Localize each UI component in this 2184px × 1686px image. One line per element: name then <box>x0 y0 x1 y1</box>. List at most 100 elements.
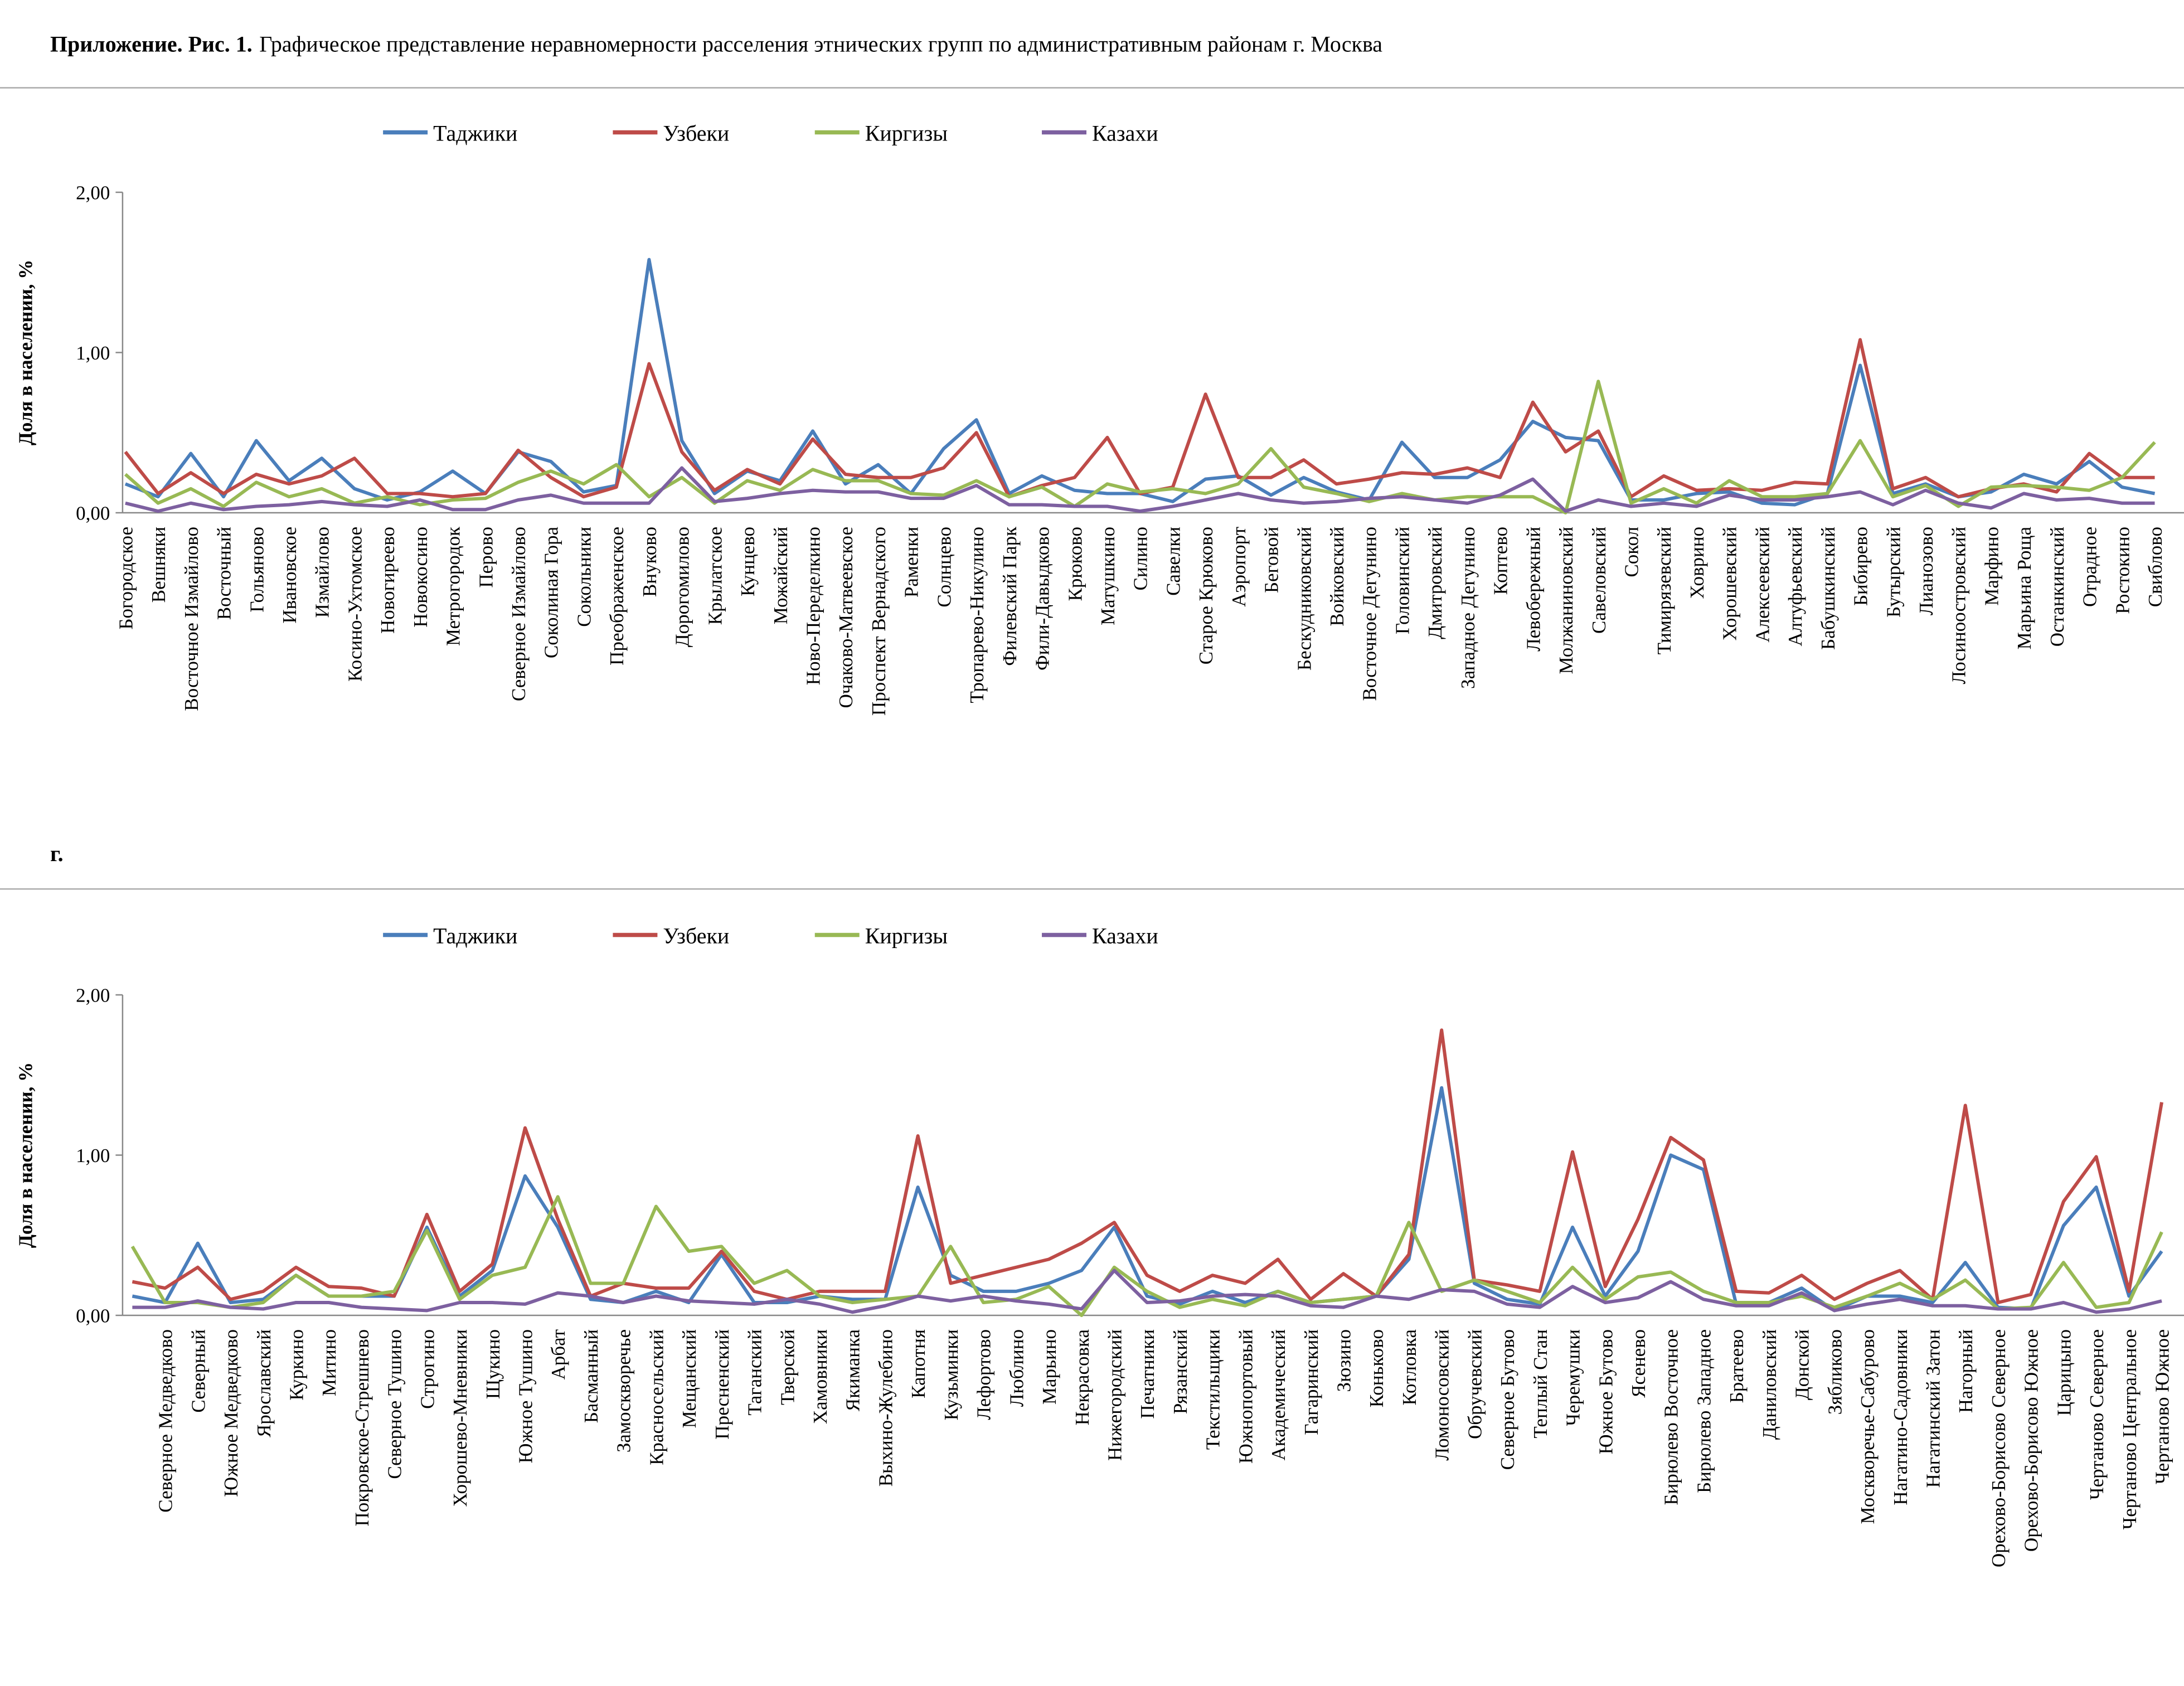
y-tick-label: 2,00 <box>76 182 110 203</box>
x-tick-label: Красносельский <box>646 1329 667 1465</box>
x-tick-label: Останкинский <box>2046 527 2068 647</box>
x-tick-label: Братеево <box>1726 1329 1748 1403</box>
series-line <box>124 380 2156 514</box>
x-tick-label: Арбат <box>547 1329 569 1379</box>
x-tick-label: Южное Тушино <box>515 1329 537 1464</box>
x-tick-label: Тимирязевский <box>1653 527 1675 654</box>
x-tick-label: Ломоносовский <box>1431 1329 1453 1461</box>
x-tick-label: Хамовники <box>809 1329 831 1424</box>
x-tick-label: Новогиреево <box>377 527 399 634</box>
chart: 0,00 1,00 2,00 Доля в населении, % Северное … <box>14 923 2184 1567</box>
x-tick-label: Южное Медведково <box>220 1329 242 1497</box>
x-tick-label: Соколиная Гора <box>541 527 562 659</box>
x-tick-label: Гагаринский <box>1300 1329 1322 1435</box>
y-tick-label: 0,00 <box>76 1305 110 1327</box>
x-tick-label: Царицыно <box>2053 1329 2075 1416</box>
x-tick-label: Орехово-Борисово Северное <box>1988 1329 2010 1567</box>
x-tick-label: Перово <box>475 527 497 588</box>
x-tick-label: Печатники <box>1137 1329 1158 1419</box>
x-tick-label: Молжаниновский <box>1555 527 1577 674</box>
x-tick-label: Северное Измайлово <box>508 527 530 701</box>
x-tick-label: Чертаново Южное <box>2152 1329 2173 1484</box>
x-tick-label: Обручевский <box>1464 1329 1486 1439</box>
x-tick-label: Нагатинский Затон <box>1922 1329 1944 1488</box>
x-tick-label: Аэропорт <box>1228 527 1250 607</box>
x-tick-label: Рязанский <box>1169 1329 1191 1414</box>
x-tick-label: Черемушки <box>1562 1329 1584 1426</box>
x-tick-label: Орехово-Борисово Южное <box>2021 1329 2042 1552</box>
x-tick-label: Кузьминки <box>940 1329 962 1420</box>
x-tick-label: Бескудниковский <box>1293 527 1315 670</box>
x-tick-label: Зюзино <box>1333 1329 1355 1392</box>
x-tick-label: Матушкино <box>1097 527 1119 625</box>
x-tick-label: Отрадное <box>2079 527 2101 607</box>
x-tick-label: Хорошевский <box>1719 527 1741 640</box>
legend-label: Киргизы <box>865 923 948 948</box>
x-tick-label: Даниловский <box>1759 1329 1780 1440</box>
y-tick-label: 1,00 <box>76 1145 110 1167</box>
x-tick-label: Старое Крюково <box>1195 527 1217 664</box>
caption: Приложение. Рис. 1. Графическое представл… <box>50 31 1382 56</box>
x-tick-label: Бутырский <box>1882 527 1904 618</box>
x-tick-label: Текстильщики <box>1202 1329 1224 1450</box>
x-tick-label: Коптево <box>1490 527 1512 595</box>
x-tick-label: Беговой <box>1261 527 1283 593</box>
x-tick-label: Ярославский <box>253 1329 275 1437</box>
x-tick-label: Левобережный <box>1522 527 1544 652</box>
x-tick-label: Савеловский <box>1588 527 1610 634</box>
x-tick-label: Бибирево <box>1850 527 1872 606</box>
x-tick-label: Крюково <box>1064 527 1086 601</box>
x-tick-label: Раменки <box>901 527 923 597</box>
y-axis-title: Доля в населении, % <box>14 260 36 445</box>
x-tick-label: Восточное Дегунино <box>1359 527 1381 701</box>
x-tick-label: Свиблово <box>2144 527 2166 607</box>
x-tick-label: Проспект Вернадского <box>868 527 890 716</box>
x-tick-label: Фили-Давыдково <box>1032 527 1054 670</box>
series-line <box>124 338 2155 499</box>
legend-label: Узбеки <box>663 120 729 145</box>
x-tick-label: Солнцево <box>933 527 955 608</box>
x-tick-label: Южнопортовый <box>1235 1329 1256 1464</box>
legend-label: Таджики <box>433 120 517 145</box>
x-tick-label: Пресненский <box>711 1329 733 1440</box>
x-tick-label: Восточный <box>213 527 235 620</box>
x-tick-label: Ясенево <box>1628 1329 1649 1398</box>
x-tick-label: Измайлово <box>312 527 333 618</box>
x-tick-label: Ново-Переделкино <box>803 527 824 685</box>
x-tick-label: Митино <box>318 1329 340 1396</box>
x-tick-label: Гольяново <box>246 527 268 613</box>
x-tick-label: Чертаново Центральное <box>2119 1329 2141 1530</box>
fragment: г. <box>50 841 64 866</box>
x-tick-label: Бабушкинский <box>1817 527 1839 650</box>
x-tick-label: Тропарево-Никулино <box>966 527 988 703</box>
x-tick-label: Дмитровский <box>1424 527 1446 639</box>
y-tick-label: 1,00 <box>76 342 110 364</box>
x-tick-label: Восточное Измайлово <box>181 527 202 711</box>
x-tick-label: Алексеевский <box>1751 527 1773 643</box>
x-tick-label: Куркино <box>285 1329 307 1401</box>
x-tick-label: Богородское <box>115 527 137 630</box>
x-tick-label: Москворечье-Сабурово <box>1857 1329 1879 1524</box>
x-tick-label: Кунцево <box>737 527 759 596</box>
x-tick-label: Бирюлево Западное <box>1693 1329 1715 1493</box>
x-tick-label: Очаково-Матвеевское <box>835 527 857 708</box>
y-tick-label: 2,00 <box>76 984 110 1006</box>
x-tick-label: Войковский <box>1326 527 1348 626</box>
x-tick-label: Люблино <box>1006 1329 1027 1407</box>
x-tick-label: Мещанский <box>678 1329 700 1428</box>
series-line <box>132 1028 2163 1304</box>
x-tick-label: Косино-Ухтомское <box>344 527 366 682</box>
x-tick-label: Капотня <box>907 1329 929 1398</box>
x-tick-label: Нагатино-Садовники <box>1890 1329 1911 1505</box>
x-tick-label: Лианозово <box>1915 527 1937 615</box>
x-tick-label: Силино <box>1130 527 1152 590</box>
x-tick-label: Западное Дегунино <box>1457 527 1479 689</box>
x-tick-label: Северный <box>187 1329 209 1413</box>
x-tick-label: Донской <box>1792 1329 1813 1400</box>
x-tick-label: Нагорный <box>1955 1329 1977 1413</box>
x-tick-label: Южное Бутово <box>1595 1329 1617 1454</box>
y-tick-label: 0,00 <box>76 502 110 524</box>
series-line <box>132 1269 2162 1314</box>
series-line <box>125 466 2155 513</box>
